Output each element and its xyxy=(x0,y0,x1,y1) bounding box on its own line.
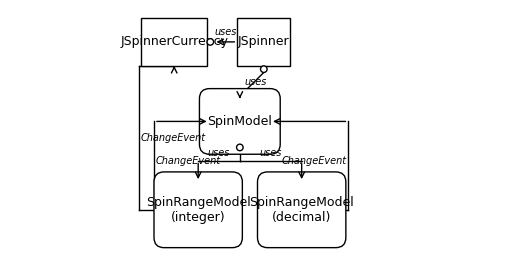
Text: ChangeEvent: ChangeEvent xyxy=(155,156,220,166)
Circle shape xyxy=(207,39,214,45)
FancyBboxPatch shape xyxy=(154,172,243,248)
FancyBboxPatch shape xyxy=(258,172,346,248)
Circle shape xyxy=(236,144,243,151)
Text: ChangeEvent: ChangeEvent xyxy=(140,133,205,143)
Text: uses: uses xyxy=(214,27,236,37)
Text: SpinRangeModel
(decimal): SpinRangeModel (decimal) xyxy=(249,196,354,224)
FancyBboxPatch shape xyxy=(199,88,280,154)
Text: JSpinnerCurrency: JSpinnerCurrency xyxy=(120,35,228,49)
Text: SpinModel: SpinModel xyxy=(208,115,272,128)
Text: uses: uses xyxy=(260,148,282,158)
Text: JSpinner: JSpinner xyxy=(238,35,289,49)
Text: SpinRangeModel
(integer): SpinRangeModel (integer) xyxy=(146,196,251,224)
Text: ChangeEvent: ChangeEvent xyxy=(282,156,347,166)
FancyBboxPatch shape xyxy=(237,18,290,66)
Circle shape xyxy=(261,66,267,72)
Text: uses: uses xyxy=(245,77,267,87)
Text: uses: uses xyxy=(208,148,230,158)
FancyBboxPatch shape xyxy=(142,18,207,66)
